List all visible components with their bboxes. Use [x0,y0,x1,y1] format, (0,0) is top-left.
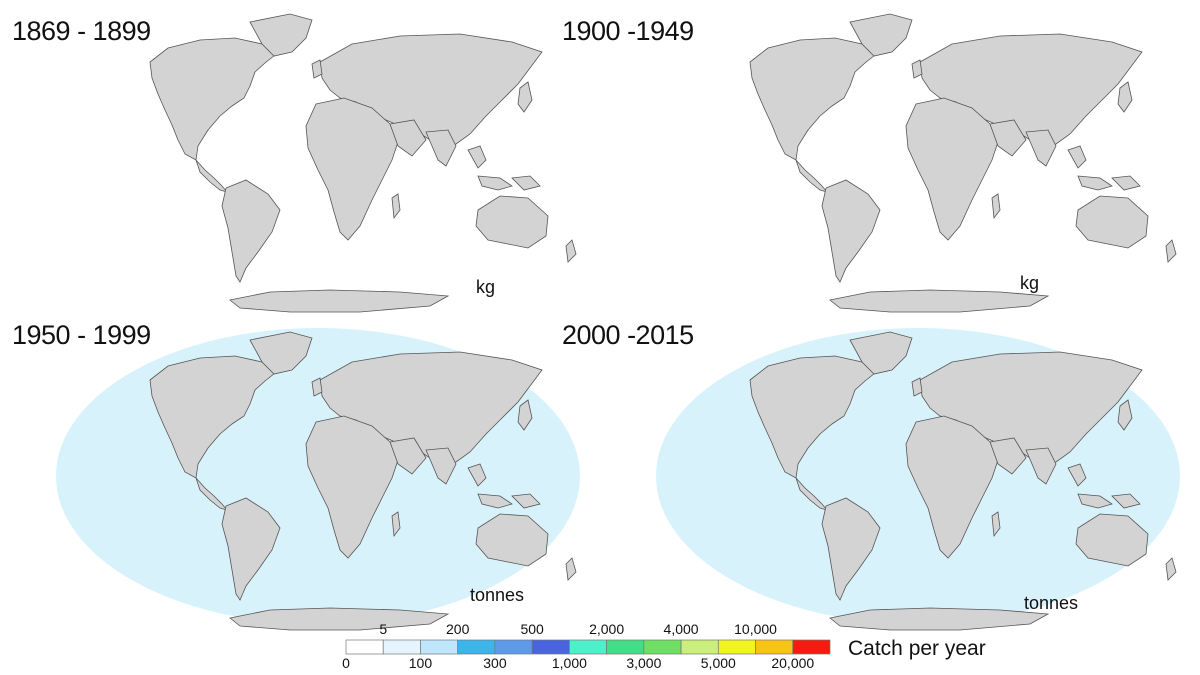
legend-tick-upper: 5 [379,621,388,637]
world-map [749,13,1177,313]
legend-tick-lower: 300 [483,655,507,671]
period-label: 1950 - 1999 [12,320,151,350]
unit-label: kg [476,277,496,297]
legend-swatch [382,639,421,655]
legend-tick-upper: 500 [520,621,544,637]
legend-swatch [569,639,607,655]
legend-tick-upper: 4,000 [663,621,699,637]
map-panel-1869-1899: 1869 - 1899 kg [0,0,600,320]
map-panel-1950-1999: 1950 - 1999 tonnes [0,318,600,638]
legend-tick-upper: 2,000 [589,621,625,637]
legend-title: Catch per year [848,637,986,660]
legend-swatch [755,639,794,655]
map-panel-1900-1949: 1900 -1949 kg [562,0,1200,320]
period-label: 2000 -2015 [562,320,694,350]
legend-swatch [717,639,756,655]
legend-swatch [494,639,533,655]
period-label: 1869 - 1899 [12,16,151,46]
map-panel-2000-2015: 2000 -2015 tonnes [562,318,1200,638]
legend-tick-upper: 10,000 [734,621,777,637]
legend-swatch [792,639,831,655]
legend-swatch [680,639,719,655]
legend-tick-upper: 200 [446,621,470,637]
legend-tick-lower: 0 [342,655,350,671]
color-legend: 5 200 500 2,000 4,000 10,000 0 100 300 1,000 3,00… [330,622,1200,672]
legend-swatch [420,639,459,655]
legend-tick-lower: 100 [408,655,433,671]
legend-tick-lower: 3,000 [626,655,662,671]
world-map [149,13,577,313]
legend-tick-lower: 20,000 [771,655,815,671]
unit-label: tonnes [1024,593,1079,613]
legend-swatch [643,639,682,655]
legend-swatch [345,639,384,655]
legend-swatch [606,639,645,655]
world-map [656,328,1180,631]
world-map [56,328,580,631]
period-label: 1900 -1949 [562,16,694,46]
unit-label: tonnes [470,585,525,605]
legend-tick-lower: 5,000 [700,655,736,671]
legend-tick-lower: 1,000 [551,655,587,671]
legend-swatch [531,639,570,655]
legend-color-bar [345,639,831,655]
unit-label: kg [1020,273,1040,293]
legend-swatch [457,639,496,655]
